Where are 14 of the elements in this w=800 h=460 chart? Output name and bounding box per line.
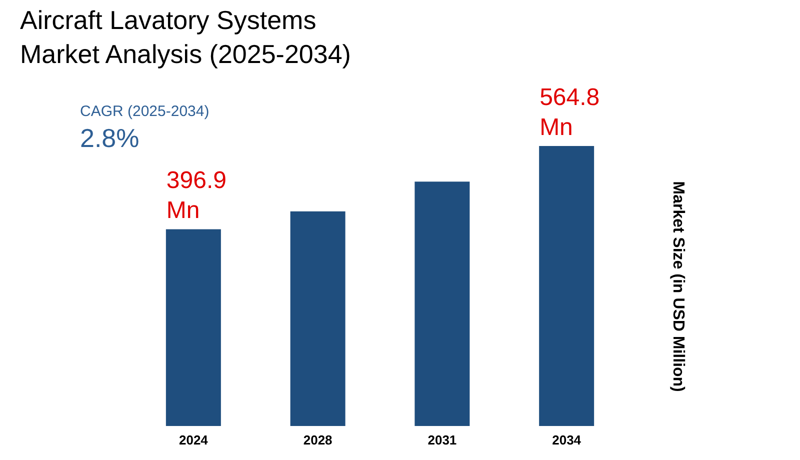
text: CAGR (2025-2034) xyxy=(80,103,210,120)
bar xyxy=(539,146,594,426)
annotation: 2.8% xyxy=(80,123,140,153)
x-tick-label: 2028 xyxy=(303,432,332,448)
bar xyxy=(290,211,346,426)
data-label: 396.9 Mn xyxy=(166,167,226,224)
bar xyxy=(166,229,221,426)
x-tick-label: 2034 xyxy=(552,432,582,448)
x-tick-label: 2024 xyxy=(178,432,209,448)
x-tick-label: 2031 xyxy=(428,432,457,448)
data-label: 564.8 Mn xyxy=(540,84,600,141)
bar xyxy=(414,182,470,426)
y-axis-title: Market Size (in USD Million) xyxy=(670,181,686,392)
chart-title: Aircraft Lavatory Systems Market Analysis (2025-2034) xyxy=(20,5,351,69)
